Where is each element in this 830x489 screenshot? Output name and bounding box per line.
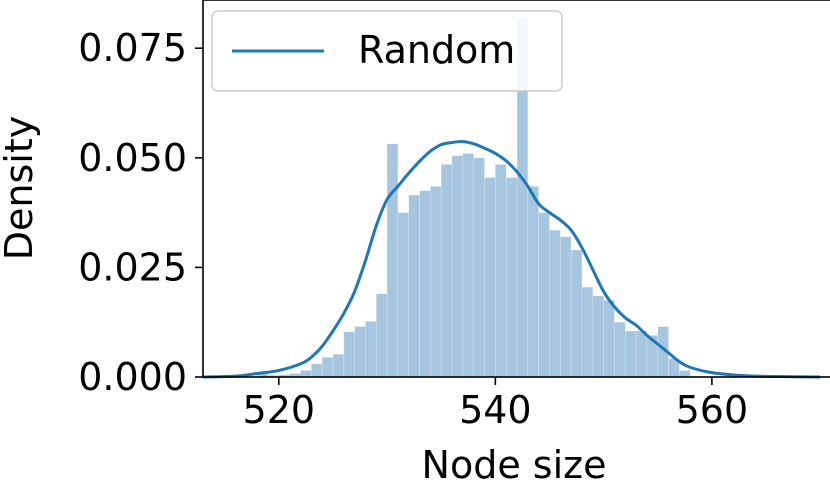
- histogram-bars: [256, 17, 691, 378]
- histogram-bar: [408, 194, 420, 378]
- histogram-bar: [343, 331, 355, 378]
- histogram-bar: [624, 330, 637, 378]
- x-axis-title: Node size: [422, 443, 607, 487]
- axes-frame: [202, 0, 830, 378]
- legend-box: [211, 10, 563, 92]
- histogram-bar: [679, 370, 691, 378]
- legend-label-random: Random: [358, 28, 515, 72]
- histogram-bar: [581, 286, 594, 378]
- histogram-bar: [354, 326, 366, 378]
- histogram-bar: [484, 177, 496, 378]
- histogram-bar: [603, 299, 615, 378]
- y-tick-label: 0.075: [78, 26, 187, 70]
- histogram-bar: [505, 177, 518, 378]
- histogram-bar: [635, 330, 648, 378]
- histogram-bar: [310, 363, 323, 378]
- y-tick-label: 0.000: [78, 355, 187, 399]
- histogram-bar: [451, 155, 464, 378]
- histogram-bar: [375, 293, 388, 378]
- histogram-bar: [419, 190, 431, 378]
- x-tick-label: 540: [459, 388, 532, 432]
- x-tick-label: 520: [243, 388, 316, 432]
- histogram-bar: [430, 186, 442, 378]
- histogram-bar: [365, 321, 377, 378]
- y-axis-title: Density: [0, 116, 41, 260]
- histogram-bar: [332, 353, 345, 378]
- histogram-bar: [549, 229, 561, 378]
- histogram-bar: [321, 356, 334, 378]
- histogram-bar: [592, 295, 604, 378]
- histogram-bar: [495, 164, 507, 378]
- x-axis: 520 540 560: [243, 377, 749, 432]
- y-axis: 0.000 0.025 0.050 0.075: [78, 26, 203, 399]
- histogram-bar: [440, 164, 453, 378]
- y-tick-label: 0.050: [78, 136, 187, 180]
- histogram-bar: [473, 157, 485, 378]
- histogram-bar: [300, 370, 312, 378]
- kde-line-random: [202, 140, 821, 379]
- legend: Random: [211, 10, 563, 92]
- x-tick-label: 560: [676, 388, 749, 432]
- histogram-bar: [397, 212, 410, 378]
- histogram-bar: [614, 321, 626, 378]
- histogram-bar: [570, 249, 583, 378]
- histogram-bar: [538, 212, 550, 378]
- histogram-bar: [462, 153, 474, 378]
- histogram-bar: [527, 186, 539, 378]
- y-tick-label: 0.025: [78, 245, 187, 289]
- histogram-bar: [386, 143, 399, 378]
- histogram-bar: [560, 236, 572, 378]
